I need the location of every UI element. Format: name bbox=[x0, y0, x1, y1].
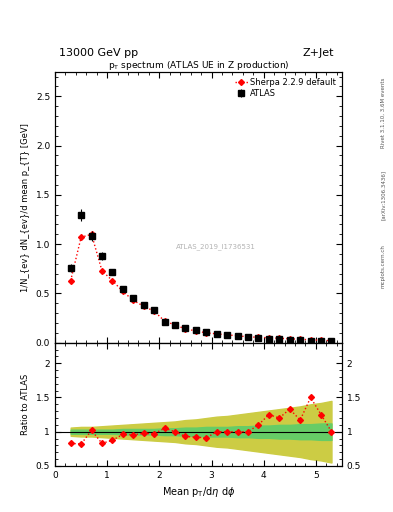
Sherpa 2.2.9 default bbox=[162, 318, 167, 324]
Sherpa 2.2.9 default bbox=[319, 337, 323, 344]
Sherpa 2.2.9 default bbox=[193, 328, 198, 334]
Sherpa 2.2.9 default bbox=[266, 335, 271, 341]
Sherpa 2.2.9 default bbox=[287, 336, 292, 342]
Sherpa 2.2.9 default bbox=[183, 326, 188, 332]
Sherpa 2.2.9 default bbox=[110, 278, 115, 284]
Text: mcplots.cern.ch: mcplots.cern.ch bbox=[381, 244, 386, 288]
X-axis label: Mean $\mathregular{p_T}$/d$\eta$ d$\phi$: Mean $\mathregular{p_T}$/d$\eta$ d$\phi$ bbox=[162, 485, 235, 499]
Sherpa 2.2.9 default bbox=[214, 331, 219, 337]
Sherpa 2.2.9 default bbox=[79, 234, 83, 240]
Sherpa 2.2.9 default bbox=[256, 334, 261, 340]
Text: [arXiv:1306.3436]: [arXiv:1306.3436] bbox=[381, 169, 386, 220]
Legend: Sherpa 2.2.9 default, ATLAS: Sherpa 2.2.9 default, ATLAS bbox=[233, 76, 338, 100]
Sherpa 2.2.9 default bbox=[173, 322, 177, 328]
Text: Rivet 3.1.10, 3.6M events: Rivet 3.1.10, 3.6M events bbox=[381, 77, 386, 148]
Sherpa 2.2.9 default bbox=[68, 278, 73, 284]
Sherpa 2.2.9 default bbox=[152, 308, 156, 314]
Sherpa 2.2.9 default bbox=[277, 335, 282, 342]
Sherpa 2.2.9 default bbox=[204, 330, 209, 336]
Sherpa 2.2.9 default bbox=[225, 332, 230, 338]
Sherpa 2.2.9 default bbox=[99, 268, 104, 274]
Line: Sherpa 2.2.9 default: Sherpa 2.2.9 default bbox=[69, 232, 334, 343]
Y-axis label: 1/N_{ev} dN_{ev}/d mean p_{T} [GeV]: 1/N_{ev} dN_{ev}/d mean p_{T} [GeV] bbox=[21, 123, 30, 292]
Title: $\mathregular{p_T}$ spectrum (ATLAS UE in Z production): $\mathregular{p_T}$ spectrum (ATLAS UE i… bbox=[108, 59, 289, 72]
Text: 13000 GeV pp: 13000 GeV pp bbox=[59, 48, 138, 58]
Y-axis label: Ratio to ATLAS: Ratio to ATLAS bbox=[21, 374, 30, 435]
Sherpa 2.2.9 default bbox=[121, 288, 125, 294]
Sherpa 2.2.9 default bbox=[141, 303, 146, 309]
Sherpa 2.2.9 default bbox=[89, 231, 94, 238]
Text: ATLAS_2019_I1736531: ATLAS_2019_I1736531 bbox=[176, 243, 255, 250]
Sherpa 2.2.9 default bbox=[329, 338, 334, 344]
Sherpa 2.2.9 default bbox=[246, 334, 250, 340]
Sherpa 2.2.9 default bbox=[131, 297, 136, 304]
Sherpa 2.2.9 default bbox=[298, 336, 303, 343]
Sherpa 2.2.9 default bbox=[235, 333, 240, 339]
Sherpa 2.2.9 default bbox=[308, 337, 313, 343]
Text: Z+Jet: Z+Jet bbox=[303, 48, 334, 58]
